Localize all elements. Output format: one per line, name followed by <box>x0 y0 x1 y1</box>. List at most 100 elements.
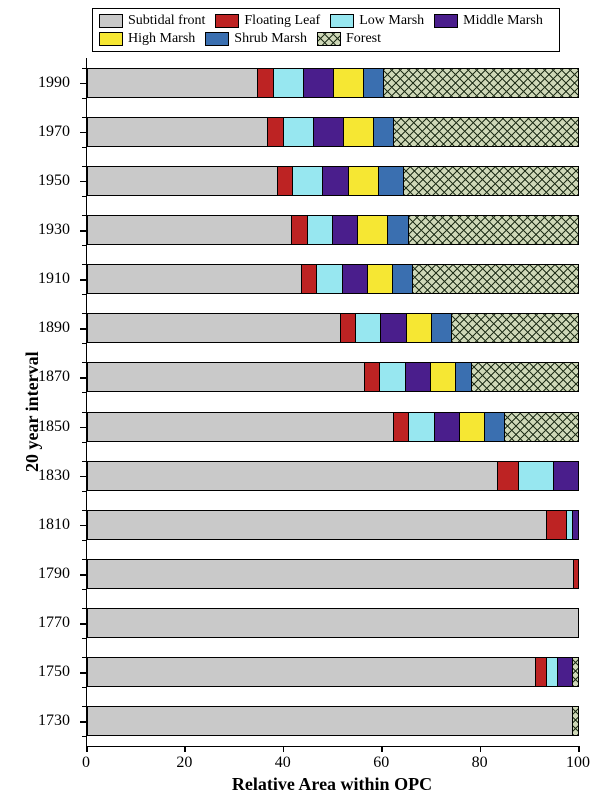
bar-segment-floating-leaf <box>364 363 380 391</box>
legend-label: Subtidal front <box>128 12 205 30</box>
y-tick-minor <box>82 147 86 148</box>
bar-segment-low-marsh <box>408 413 433 441</box>
bar-segment-low-marsh <box>273 69 303 97</box>
bar-segment-low-marsh <box>316 265 341 293</box>
bar-row <box>87 461 579 491</box>
bar-segment-subtidal-front <box>88 511 546 539</box>
y-tick <box>80 476 86 478</box>
legend-swatch <box>99 32 123 46</box>
y-tick-label: 1990 <box>38 74 70 92</box>
bar-segment-low-marsh <box>283 118 313 146</box>
bar-segment-forest <box>572 658 578 686</box>
bar-segment-subtidal-front <box>88 265 301 293</box>
y-tick <box>80 83 86 85</box>
bar-segment-high-marsh <box>333 69 363 97</box>
x-tick-label: 0 <box>82 754 90 772</box>
bar-segment-floating-leaf <box>535 658 546 686</box>
bar-segment-middle-marsh <box>434 413 459 441</box>
legend-swatch <box>434 14 458 28</box>
y-tick-label: 1830 <box>38 467 70 485</box>
bar-segment-shrub-marsh <box>363 69 383 97</box>
bar-segment-floating-leaf <box>301 265 317 293</box>
y-tick-minor <box>82 442 86 443</box>
y-tick-minor <box>82 461 86 462</box>
legend-swatch <box>317 32 341 46</box>
bar-segment-high-marsh <box>406 314 431 342</box>
bar-segment-low-marsh <box>292 167 322 195</box>
bar-segment-floating-leaf <box>393 413 409 441</box>
bar-segment-subtidal-front <box>88 707 572 735</box>
legend-label: Floating Leaf <box>244 12 320 30</box>
legend-swatch <box>205 32 229 46</box>
y-tick-label: 1950 <box>38 172 70 190</box>
y-tick-minor <box>82 736 86 737</box>
y-tick-label: 1890 <box>38 319 70 337</box>
bar-segment-forest <box>471 363 578 391</box>
bar-segment-floating-leaf <box>267 118 283 146</box>
bar-segment-high-marsh <box>357 216 387 244</box>
y-tick <box>80 574 86 576</box>
bar-segment-shrub-marsh <box>455 363 471 391</box>
bar-segment-middle-marsh <box>572 511 578 539</box>
bar-row <box>87 166 579 196</box>
y-tick-minor <box>82 706 86 707</box>
y-tick-minor <box>82 343 86 344</box>
bar-segment-shrub-marsh <box>387 216 407 244</box>
bar-segment-middle-marsh <box>342 265 367 293</box>
y-tick <box>80 623 86 625</box>
bar-segment-forest <box>451 314 578 342</box>
y-tick-label: 1810 <box>38 516 70 534</box>
bar-segment-forest <box>412 265 578 293</box>
legend-label: Middle Marsh <box>463 12 543 30</box>
bar-segment-shrub-marsh <box>378 167 403 195</box>
y-tick-minor <box>82 657 86 658</box>
legend: Subtidal front Floating Leaf Low Marsh Midd… <box>92 8 560 52</box>
bar-segment-floating-leaf <box>277 167 293 195</box>
y-tick-minor <box>82 313 86 314</box>
legend-item: Low Marsh <box>330 12 424 30</box>
bar-segment-high-marsh <box>430 363 455 391</box>
legend-item: High Marsh <box>99 30 195 48</box>
bar-segment-middle-marsh <box>405 363 430 391</box>
y-tick-minor <box>82 215 86 216</box>
y-tick-minor <box>82 559 86 560</box>
y-tick-label: 1930 <box>38 221 70 239</box>
bar-segment-subtidal-front <box>88 462 497 490</box>
bar-segment-shrub-marsh <box>373 118 393 146</box>
y-tick <box>80 377 86 379</box>
bar-segment-low-marsh <box>355 314 380 342</box>
legend-item: Shrub Marsh <box>205 30 307 48</box>
y-tick <box>80 279 86 281</box>
bar-segment-low-marsh <box>379 363 404 391</box>
x-tick <box>184 746 186 752</box>
legend-item: Forest <box>317 30 381 48</box>
bar-segment-subtidal-front <box>88 118 267 146</box>
bar-segment-subtidal-front <box>88 413 393 441</box>
bar-segment-high-marsh <box>367 265 392 293</box>
x-tick-label: 60 <box>373 754 389 772</box>
legend-label: Shrub Marsh <box>234 30 307 48</box>
y-tick-minor <box>82 491 86 492</box>
bar-segment-high-marsh <box>459 413 484 441</box>
legend-item: Floating Leaf <box>215 12 320 30</box>
legend-swatch <box>330 14 354 28</box>
bar-row <box>87 117 579 147</box>
bar-segment-subtidal-front <box>88 609 578 637</box>
y-tick <box>80 721 86 723</box>
bar-segment-shrub-marsh <box>484 413 504 441</box>
x-tick <box>480 746 482 752</box>
x-tick-label: 100 <box>566 754 590 772</box>
y-tick-minor <box>82 245 86 246</box>
bar-segment-forest <box>504 413 578 441</box>
legend-label: Low Marsh <box>359 12 424 30</box>
y-tick-minor <box>82 264 86 265</box>
y-tick-minor <box>82 392 86 393</box>
bar-segment-low-marsh <box>546 658 557 686</box>
bar-segment-low-marsh <box>518 462 553 490</box>
x-tick <box>381 746 383 752</box>
plot-area <box>86 58 579 747</box>
x-tick <box>283 746 285 752</box>
y-tick <box>80 328 86 330</box>
bar-segment-middle-marsh <box>380 314 405 342</box>
y-tick <box>80 230 86 232</box>
